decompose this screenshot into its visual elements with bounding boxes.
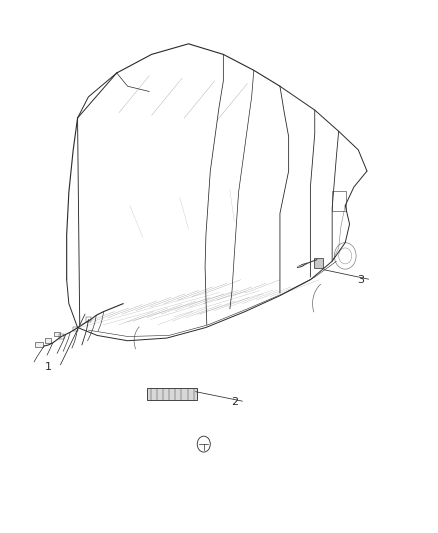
Bar [59,334,64,338]
Bar [45,338,51,343]
Bar [73,327,78,331]
Bar [147,389,197,400]
Text: 2: 2 [231,397,238,407]
Bar [332,191,346,211]
Text: 3: 3 [357,274,364,285]
Text: 1: 1 [45,362,52,372]
Bar [54,332,60,336]
Bar [314,258,323,268]
Bar [35,342,43,347]
Bar [86,317,91,321]
